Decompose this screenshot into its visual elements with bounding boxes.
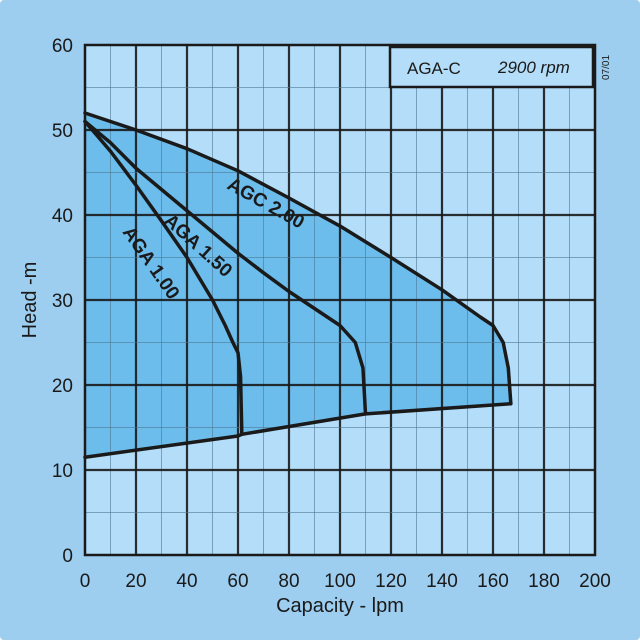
x-tick-label: 100 <box>324 571 356 592</box>
x-axis-ticks: 0 20 40 60 80 100 120 140 160 180 200 <box>80 571 611 592</box>
grid-lines <box>85 45 595 555</box>
y-axis-ticks: 0 10 20 30 40 50 60 <box>52 36 73 567</box>
y-axis-label: Head -m <box>19 262 41 339</box>
date-code: 07/01 <box>601 55 612 80</box>
x-tick-label: 0 <box>80 571 91 592</box>
x-tick-label: 40 <box>176 571 197 592</box>
curve-aga-1-50 <box>83 119 368 416</box>
y-tick-label: 20 <box>52 376 73 397</box>
x-tick-label: 60 <box>227 571 248 592</box>
x-tick-label: 180 <box>528 571 560 592</box>
x-tick-label: 20 <box>125 571 146 592</box>
y-tick-label: 60 <box>52 36 73 57</box>
x-tick-label: 80 <box>278 571 299 592</box>
y-tick-label: 30 <box>52 291 73 312</box>
x-tick-label: 140 <box>426 571 458 592</box>
y-tick-label: 50 <box>52 121 73 142</box>
x-tick-label: 120 <box>375 571 407 592</box>
x-tick-label: 200 <box>579 571 611 592</box>
x-axis-label: Capacity - lpm <box>276 595 404 617</box>
curve-aga-1-00 <box>83 119 244 437</box>
model-label: AGA-C <box>407 59 461 78</box>
performance-curves <box>83 111 513 459</box>
speed-label: 2900 rpm <box>497 58 570 77</box>
y-tick-label: 10 <box>52 461 73 482</box>
y-tick-label: 0 <box>62 546 73 567</box>
curve-minimum-head <box>83 401 513 459</box>
y-tick-label: 40 <box>52 206 73 227</box>
operating-region <box>85 113 511 458</box>
model-info-box <box>388 45 595 89</box>
plot-border <box>83 43 597 557</box>
curve-agc-2-00 <box>83 111 513 406</box>
x-tick-label: 160 <box>477 571 509 592</box>
